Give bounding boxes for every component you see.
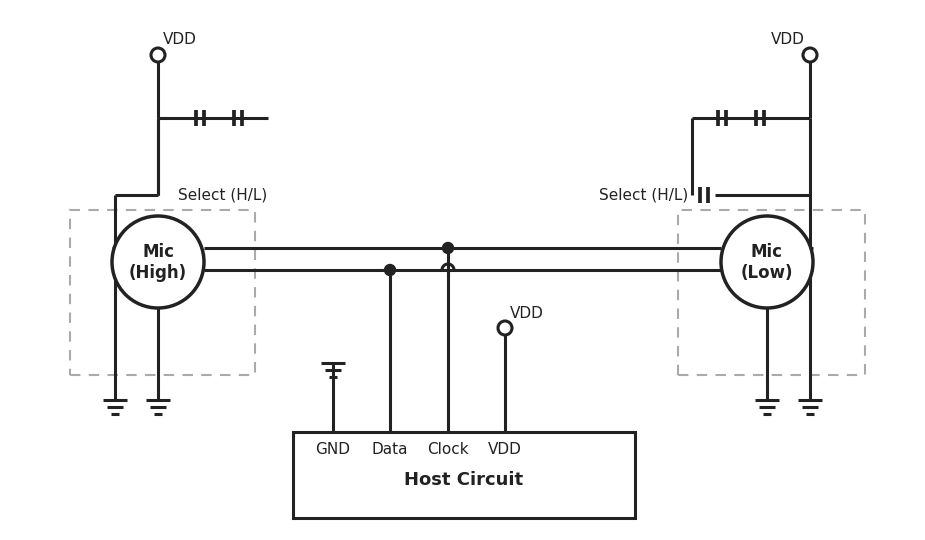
Text: GND: GND xyxy=(315,442,351,457)
Text: Select (H/L): Select (H/L) xyxy=(598,187,688,202)
Bar xyxy=(678,210,865,375)
Text: Mic: Mic xyxy=(751,243,783,261)
Circle shape xyxy=(112,216,204,308)
Text: VDD: VDD xyxy=(771,31,805,46)
Text: Select (H/L): Select (H/L) xyxy=(178,187,267,202)
Text: VDD: VDD xyxy=(488,442,522,457)
Text: Clock: Clock xyxy=(427,442,469,457)
Text: VDD: VDD xyxy=(510,306,544,321)
Circle shape xyxy=(385,265,396,275)
Bar xyxy=(293,432,635,518)
Text: (Low): (Low) xyxy=(741,264,794,282)
Text: Data: Data xyxy=(372,442,408,457)
Text: Mic: Mic xyxy=(142,243,174,261)
Text: VDD: VDD xyxy=(163,31,197,46)
Circle shape xyxy=(442,242,453,253)
Text: (High): (High) xyxy=(129,264,187,282)
Bar xyxy=(70,210,255,375)
Text: Host Circuit: Host Circuit xyxy=(404,471,524,489)
Circle shape xyxy=(721,216,813,308)
